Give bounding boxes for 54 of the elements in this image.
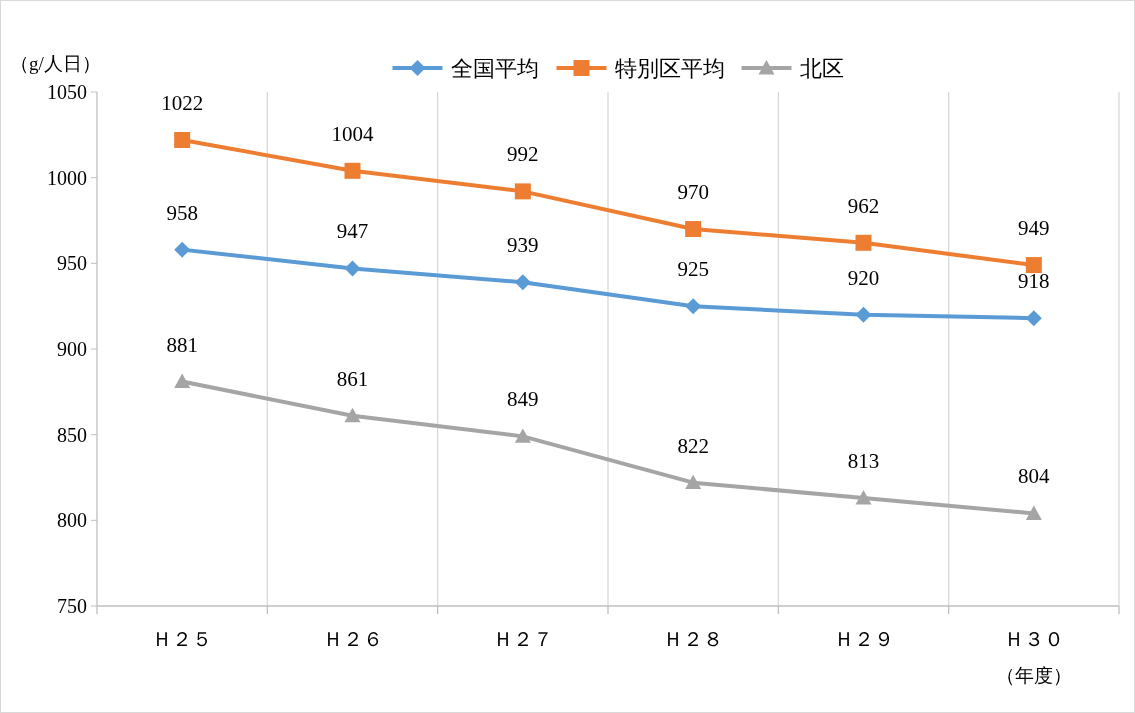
x-tick: Ｈ２７: [492, 628, 553, 650]
data-label: 881: [166, 332, 198, 357]
point: [855, 306, 872, 323]
point: [1025, 310, 1042, 327]
data-label: 804: [1018, 464, 1050, 489]
data-label: 947: [336, 219, 369, 244]
point: [685, 221, 702, 238]
data-label: 992: [507, 142, 539, 167]
point: [174, 241, 191, 258]
y-tick: 800: [57, 509, 87, 532]
point: [344, 260, 361, 277]
data-label: 958: [166, 200, 198, 225]
point: [1025, 257, 1042, 274]
point: [174, 131, 191, 148]
point: [344, 162, 361, 179]
y-tick: 850: [57, 423, 87, 446]
data-label: 918: [1018, 269, 1050, 294]
xlabel: （年度）: [995, 665, 1072, 686]
x-tick: Ｈ２５: [152, 628, 213, 650]
y-tick: 1000: [47, 166, 87, 189]
point: [685, 474, 702, 490]
point: [514, 274, 531, 291]
point: [514, 428, 531, 443]
x-tick: Ｈ２８: [663, 628, 724, 650]
x-tick: Ｈ３０: [1003, 628, 1064, 650]
data-label: 849: [507, 387, 539, 412]
data-label: 822: [677, 433, 709, 458]
point: [855, 490, 872, 505]
legend-label: 北区: [799, 56, 844, 81]
data-label: 939: [507, 233, 539, 258]
point: [685, 298, 702, 315]
legend-label: 特別区平均: [614, 56, 725, 81]
point: [174, 373, 191, 388]
point: [855, 234, 872, 251]
data-label: 1022: [161, 90, 204, 115]
data-label: 949: [1018, 216, 1050, 241]
point: [514, 183, 531, 200]
data-label: 920: [847, 265, 880, 290]
data-label: 861: [336, 366, 369, 391]
y-tick: 950: [57, 252, 87, 275]
x-tick: Ｈ２９: [833, 628, 894, 650]
data-label: 1004: [331, 121, 374, 146]
y-tick: 1050: [47, 81, 87, 103]
y-tick: 750: [57, 595, 87, 617]
point: [1025, 505, 1042, 520]
x-tick: Ｈ２６: [322, 628, 383, 650]
data-label: 813: [847, 449, 880, 474]
legend-label: 全国平均: [450, 56, 539, 81]
point: [344, 407, 361, 423]
data-label: 925: [677, 257, 709, 282]
ylabel: （g/人日）: [10, 53, 101, 74]
data-label: 962: [847, 193, 880, 218]
y-tick: 900: [57, 338, 87, 360]
data-label: 970: [677, 180, 709, 205]
